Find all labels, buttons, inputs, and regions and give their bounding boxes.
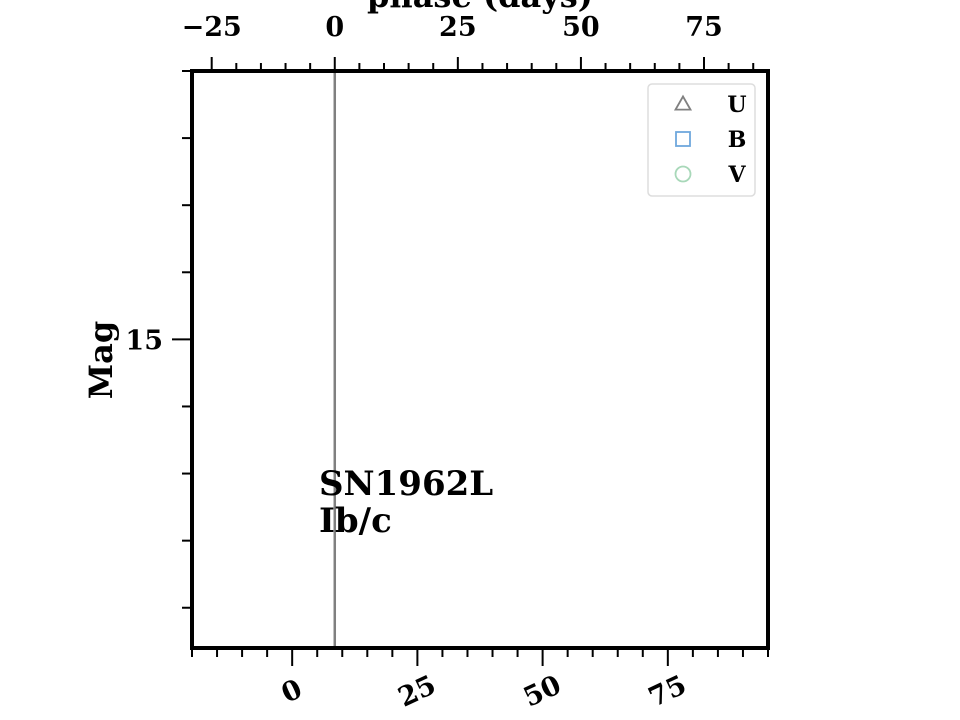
top-tick-label: 25 xyxy=(439,12,477,43)
legend-label-V: V xyxy=(727,162,746,188)
legend-label-U: U xyxy=(727,92,746,118)
bottom-tick-label: 75 xyxy=(644,670,691,714)
top-tick-label: 50 xyxy=(562,12,600,43)
legend-marker-B xyxy=(675,131,691,147)
top-tick-label: 0 xyxy=(325,12,344,43)
y-axis-ticks: 15 xyxy=(125,70,192,609)
bottom-tick-label: 25 xyxy=(394,670,441,714)
plot-frame xyxy=(190,69,770,650)
legend-box xyxy=(647,83,756,197)
top-axis-title: phase (days) xyxy=(367,0,593,15)
legend-marker-U xyxy=(673,94,693,111)
y-axis-title: Mag xyxy=(82,321,120,400)
bottom-tick-label: 0 xyxy=(277,674,307,710)
y-tick-label: 15 xyxy=(125,325,163,356)
bottom-tick-label: 50 xyxy=(519,670,566,714)
top-tick-label: 75 xyxy=(685,12,723,43)
legend-marker-V xyxy=(674,165,692,183)
supernova-type: Ib/c xyxy=(319,501,392,541)
top-tick-label: −25 xyxy=(182,12,242,43)
top-axis-ticks: −25 0 25 50 75 xyxy=(182,12,755,71)
legend: UBV xyxy=(647,83,756,197)
supernova-name: SN1962L xyxy=(319,464,493,504)
bottom-axis-ticks: 0 25 50 75 xyxy=(191,648,769,714)
legend-label-B: B xyxy=(728,127,747,153)
